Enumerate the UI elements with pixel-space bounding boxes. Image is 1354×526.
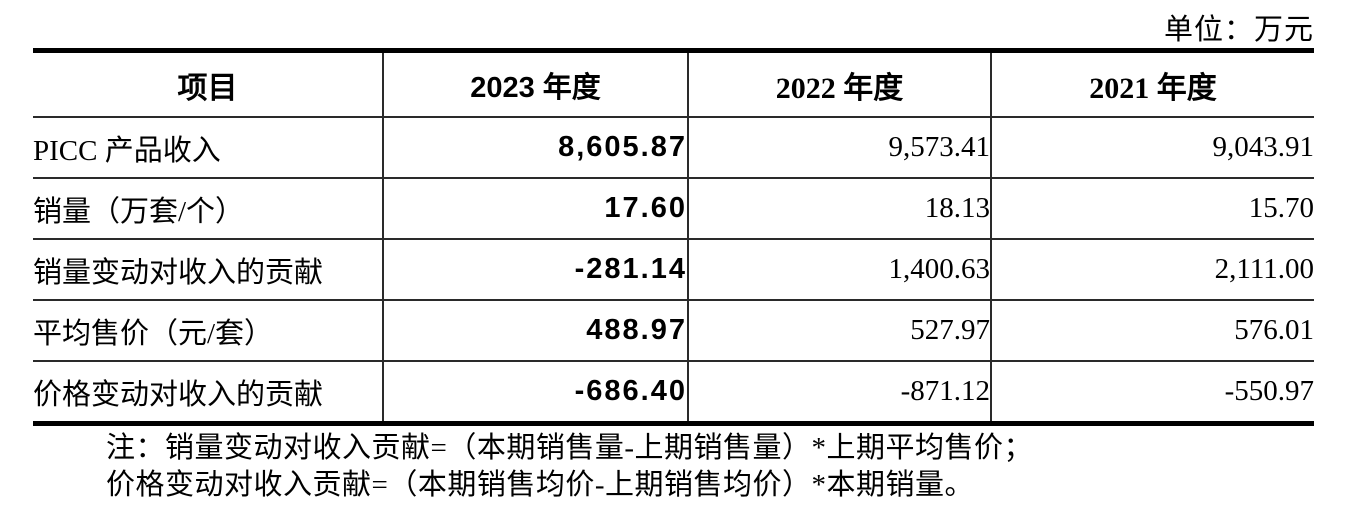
unit-label: 单位：万元: [1163, 14, 1314, 46]
value-2021: 2,111.00: [990, 239, 1314, 301]
column-header-2022: 2022 年度: [687, 50, 991, 118]
row-label: 销量变动对收入的贡献: [33, 239, 383, 301]
table-row: 销量变动对收入的贡献 -281.14 1,400.63 2,111.00: [33, 239, 1314, 301]
value-2023: -281.14: [382, 239, 688, 301]
revenue-factor-table: 项目 2023 年度 2022 年度 2021 年度 PICC 产品收入 8,6…: [33, 48, 1314, 426]
table-row: 价格变动对收入的贡献 -686.40 -871.12 -550.97: [33, 361, 1314, 424]
value-2023: 8,605.87: [382, 117, 688, 179]
footnotes: 注：销量变动对收入贡献=（本期销售量-上期销售量）*上期平均售价； 价格变动对收…: [106, 430, 1033, 504]
table-header: 项目 2023 年度 2022 年度 2021 年度: [33, 50, 1314, 118]
row-label: 销量（万套/个）: [33, 178, 383, 240]
table-row: 销量（万套/个） 17.60 18.13 15.70: [33, 178, 1314, 240]
value-2021: 576.01: [990, 300, 1314, 362]
row-label: PICC 产品收入: [33, 117, 383, 179]
footnote-line-2: 价格变动对收入贡献=（本期销售均价-上期销售均价）*本期销量。: [106, 469, 975, 501]
footnote-line-1: 注：销量变动对收入贡献=（本期销售量-上期销售量）*上期平均售价；: [106, 432, 1034, 464]
value-2023: -686.40: [382, 361, 688, 424]
row-label: 平均售价（元/套）: [33, 300, 383, 362]
value-2021: 9,043.91: [990, 117, 1314, 179]
column-header-2021: 2021 年度: [990, 50, 1314, 118]
value-2022: 527.97: [687, 300, 991, 362]
value-2022: 9,573.41: [687, 117, 991, 179]
table-row: PICC 产品收入 8,605.87 9,573.41 9,043.91: [33, 117, 1314, 179]
row-label: 价格变动对收入的贡献: [33, 378, 324, 411]
value-2023: 17.60: [382, 178, 688, 240]
value-2022: 1,400.63: [687, 239, 991, 301]
value-2022: -871.12: [687, 361, 991, 424]
value-2021: -550.97: [990, 361, 1314, 424]
column-header-item: 项目: [33, 50, 383, 118]
column-header-2023: 2023 年度: [382, 50, 688, 118]
table-row: 平均售价（元/套） 488.97 527.97 576.01: [33, 300, 1314, 362]
table-body: PICC 产品收入 8,605.87 9,573.41 9,043.91 销量（…: [33, 117, 1314, 424]
value-2023: 488.97: [382, 300, 688, 362]
value-2022: 18.13: [687, 178, 991, 240]
value-2021: 15.70: [990, 178, 1314, 240]
header-row: 项目 2023 年度 2022 年度 2021 年度: [33, 50, 1314, 118]
